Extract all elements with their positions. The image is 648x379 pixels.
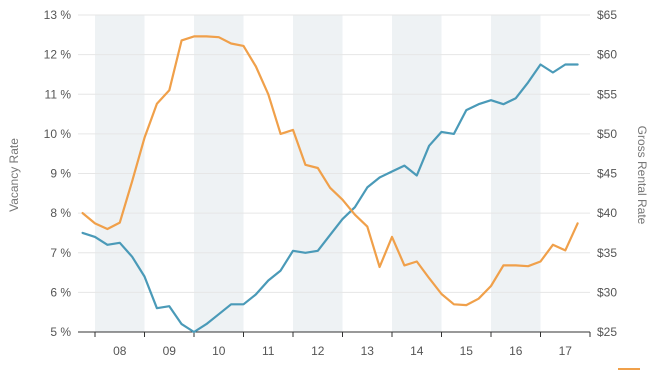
x-axis: 08 09 10 11 12 13 14 15 16 17 bbox=[78, 331, 591, 358]
x-tick-label: 15 bbox=[460, 344, 474, 358]
left-tick-label: 6 % bbox=[50, 285, 71, 299]
x-tick-label: 13 bbox=[361, 344, 375, 358]
series-line-vacancy-rate bbox=[81, 63, 579, 334]
right-tick-label: $40 bbox=[597, 206, 617, 220]
left-tick-label: 12 % bbox=[44, 48, 72, 62]
right-tick-label: $50 bbox=[597, 127, 617, 141]
series-line-rental-rate bbox=[81, 35, 579, 307]
left-tick-label: 13 % bbox=[44, 8, 72, 22]
left-tick-label: 8 % bbox=[50, 206, 71, 220]
left-tick-label: 5 % bbox=[50, 325, 71, 339]
left-axis-title: Vacancy Rate bbox=[7, 138, 21, 212]
right-tick-label: $55 bbox=[597, 87, 617, 101]
left-tick-label: 10 % bbox=[44, 127, 72, 141]
right-tick-label: $65 bbox=[597, 8, 617, 22]
x-tick-label: 09 bbox=[163, 344, 177, 358]
left-tick-label: 7 % bbox=[50, 246, 71, 260]
right-tick-label: $30 bbox=[597, 285, 617, 299]
right-y-axis: $25 $30 $35 $40 $45 $50 $55 $60 $65 bbox=[597, 8, 617, 339]
x-tick-label: 14 bbox=[410, 344, 424, 358]
right-axis-title: Gross Rental Rate bbox=[635, 126, 648, 225]
gridlines bbox=[78, 14, 590, 293]
x-tick-label: 08 bbox=[113, 344, 127, 358]
x-tick-label: 10 bbox=[212, 344, 226, 358]
right-tick-label: $25 bbox=[597, 325, 617, 339]
left-tick-label: 11 % bbox=[45, 87, 72, 101]
x-tick-label: 12 bbox=[311, 344, 325, 358]
left-y-axis: 5 % 6 % 7 % 8 % 9 % 10 % 11 % 12 % 13 % bbox=[44, 8, 72, 339]
x-tick-label: 17 bbox=[559, 344, 573, 358]
x-tick-label: 16 bbox=[509, 344, 523, 358]
legend-swatch-rental bbox=[618, 368, 640, 370]
right-tick-label: $45 bbox=[597, 167, 617, 181]
right-tick-label: $35 bbox=[597, 246, 617, 260]
series-lines bbox=[81, 35, 579, 334]
x-tick-label: 11 bbox=[262, 344, 275, 358]
right-tick-label: $60 bbox=[597, 48, 617, 62]
left-tick-label: 9 % bbox=[50, 167, 71, 181]
